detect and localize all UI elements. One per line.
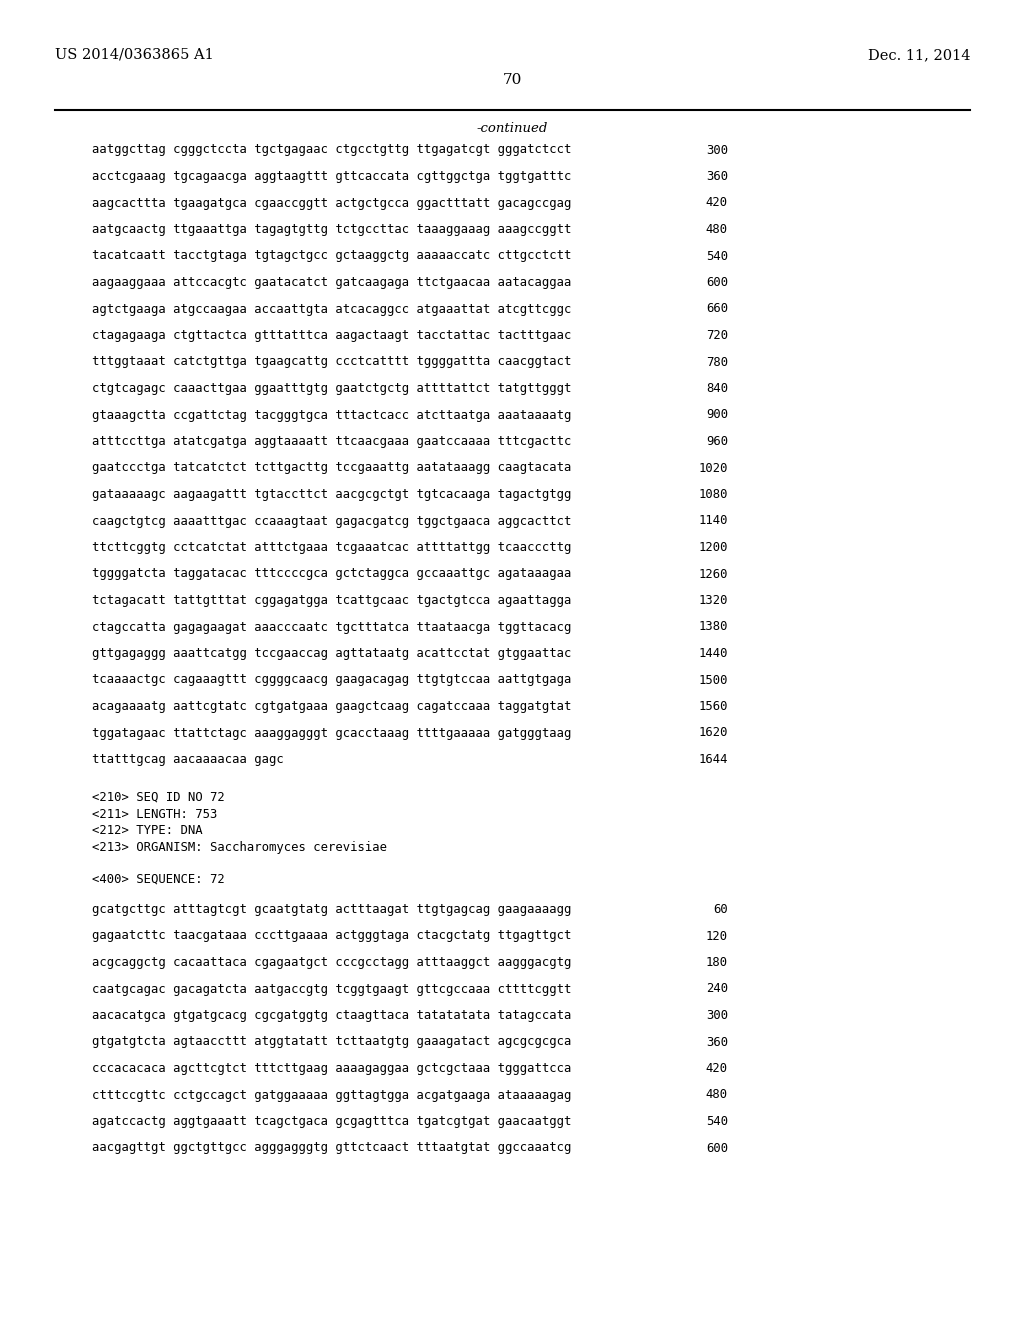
Text: aagcacttta tgaagatgca cgaaccggtt actgctgcca ggactttatt gacagccgag: aagcacttta tgaagatgca cgaaccggtt actgctg… [92,197,571,210]
Text: 1380: 1380 [698,620,728,634]
Text: 480: 480 [706,223,728,236]
Text: Dec. 11, 2014: Dec. 11, 2014 [867,48,970,62]
Text: 960: 960 [706,436,728,447]
Text: gataaaaagc aagaagattt tgtaccttct aacgcgctgt tgtcacaaga tagactgtgg: gataaaaagc aagaagattt tgtaccttct aacgcgc… [92,488,571,502]
Text: 600: 600 [706,276,728,289]
Text: tctagacatt tattgtttat cggagatgga tcattgcaac tgactgtcca agaattagga: tctagacatt tattgtttat cggagatgga tcattgc… [92,594,571,607]
Text: cccacacaca agcttcgtct tttcttgaag aaaagaggaa gctcgctaaa tgggattcca: cccacacaca agcttcgtct tttcttgaag aaaagag… [92,1063,571,1074]
Text: ctagccatta gagagaagat aaacccaatc tgctttatca ttaataacga tggttacacg: ctagccatta gagagaagat aaacccaatc tgcttta… [92,620,571,634]
Text: ctttccgttc cctgccagct gatggaaaaa ggttagtgga acgatgaaga ataaaaagag: ctttccgttc cctgccagct gatggaaaaa ggttagt… [92,1089,571,1101]
Text: 180: 180 [706,956,728,969]
Text: tggggatcta taggatacac tttccccgca gctctaggca gccaaattgc agataaagaa: tggggatcta taggatacac tttccccgca gctctag… [92,568,571,581]
Text: 600: 600 [706,1142,728,1155]
Text: 420: 420 [706,1063,728,1074]
Text: caatgcagac gacagatcta aatgaccgtg tcggtgaagt gttcgccaaa cttttcggtt: caatgcagac gacagatcta aatgaccgtg tcggtga… [92,982,571,995]
Text: aagaaggaaa attccacgtc gaatacatct gatcaagaga ttctgaacaa aatacaggaa: aagaaggaaa attccacgtc gaatacatct gatcaag… [92,276,571,289]
Text: tttggtaaat catctgttga tgaagcattg ccctcatttt tggggattta caacggtact: tttggtaaat catctgttga tgaagcattg ccctcat… [92,355,571,368]
Text: 660: 660 [706,302,728,315]
Text: atttccttga atatcgatga aggtaaaatt ttcaacgaaa gaatccaaaa tttcgacttc: atttccttga atatcgatga aggtaaaatt ttcaacg… [92,436,571,447]
Text: 1260: 1260 [698,568,728,581]
Text: acagaaaatg aattcgtatc cgtgatgaaa gaagctcaag cagatccaaa taggatgtat: acagaaaatg aattcgtatc cgtgatgaaa gaagctc… [92,700,571,713]
Text: aacacatgca gtgatgcacg cgcgatggtg ctaagttaca tatatatata tatagccata: aacacatgca gtgatgcacg cgcgatggtg ctaagtt… [92,1008,571,1022]
Text: <211> LENGTH: 753: <211> LENGTH: 753 [92,808,217,821]
Text: <210> SEQ ID NO 72: <210> SEQ ID NO 72 [92,791,224,804]
Text: 1320: 1320 [698,594,728,607]
Text: gtgatgtcta agtaaccttt atggtatatt tcttaatgtg gaaagatact agcgcgcgca: gtgatgtcta agtaaccttt atggtatatt tcttaat… [92,1035,571,1048]
Text: 900: 900 [706,408,728,421]
Text: 240: 240 [706,982,728,995]
Text: 360: 360 [706,170,728,183]
Text: 1080: 1080 [698,488,728,502]
Text: <213> ORGANISM: Saccharomyces cerevisiae: <213> ORGANISM: Saccharomyces cerevisiae [92,841,387,854]
Text: 60: 60 [714,903,728,916]
Text: ctgtcagagc caaacttgaa ggaatttgtg gaatctgctg attttattct tatgttgggt: ctgtcagagc caaacttgaa ggaatttgtg gaatctg… [92,381,571,395]
Text: gtaaagctta ccgattctag tacgggtgca tttactcacc atcttaatga aaataaaatg: gtaaagctta ccgattctag tacgggtgca tttactc… [92,408,571,421]
Text: 540: 540 [706,249,728,263]
Text: 540: 540 [706,1115,728,1129]
Text: ctagagaaga ctgttactca gtttatttca aagactaagt tacctattac tactttgaac: ctagagaaga ctgttactca gtttatttca aagacta… [92,329,571,342]
Text: agatccactg aggtgaaatt tcagctgaca gcgagtttca tgatcgtgat gaacaatggt: agatccactg aggtgaaatt tcagctgaca gcgagtt… [92,1115,571,1129]
Text: acctcgaaag tgcagaacga aggtaagttt gttcaccata cgttggctga tggtgatttc: acctcgaaag tgcagaacga aggtaagttt gttcacc… [92,170,571,183]
Text: ttcttcggtg cctcatctat atttctgaaa tcgaaatcac attttattgg tcaacccttg: ttcttcggtg cctcatctat atttctgaaa tcgaaat… [92,541,571,554]
Text: 1140: 1140 [698,515,728,528]
Text: tggatagaac ttattctagc aaaggagggt gcacctaaag ttttgaaaaa gatgggtaag: tggatagaac ttattctagc aaaggagggt gcaccta… [92,726,571,739]
Text: tacatcaatt tacctgtaga tgtagctgcc gctaaggctg aaaaaccatc cttgcctctt: tacatcaatt tacctgtaga tgtagctgcc gctaagg… [92,249,571,263]
Text: 1020: 1020 [698,462,728,474]
Text: 120: 120 [706,929,728,942]
Text: aatgcaactg ttgaaattga tagagtgttg tctgccttac taaaggaaag aaagccggtt: aatgcaactg ttgaaattga tagagtgttg tctgcct… [92,223,571,236]
Text: aacgagttgt ggctgttgcc agggagggtg gttctcaact tttaatgtat ggccaaatcg: aacgagttgt ggctgttgcc agggagggtg gttctca… [92,1142,571,1155]
Text: gcatgcttgc atttagtcgt gcaatgtatg actttaagat ttgtgagcag gaagaaaagg: gcatgcttgc atttagtcgt gcaatgtatg actttaa… [92,903,571,916]
Text: 840: 840 [706,381,728,395]
Text: 1620: 1620 [698,726,728,739]
Text: aatggcttag cgggctccta tgctgagaac ctgcctgttg ttgagatcgt gggatctcct: aatggcttag cgggctccta tgctgagaac ctgcctg… [92,144,571,157]
Text: US 2014/0363865 A1: US 2014/0363865 A1 [55,48,214,62]
Text: 720: 720 [706,329,728,342]
Text: 1200: 1200 [698,541,728,554]
Text: caagctgtcg aaaatttgac ccaaagtaat gagacgatcg tggctgaaca aggcacttct: caagctgtcg aaaatttgac ccaaagtaat gagacga… [92,515,571,528]
Text: 1440: 1440 [698,647,728,660]
Text: 1500: 1500 [698,673,728,686]
Text: 300: 300 [706,1008,728,1022]
Text: <212> TYPE: DNA: <212> TYPE: DNA [92,824,203,837]
Text: acgcaggctg cacaattaca cgagaatgct cccgcctagg atttaaggct aagggacgtg: acgcaggctg cacaattaca cgagaatgct cccgcct… [92,956,571,969]
Text: 780: 780 [706,355,728,368]
Text: 360: 360 [706,1035,728,1048]
Text: 480: 480 [706,1089,728,1101]
Text: 70: 70 [503,73,521,87]
Text: ttatttgcag aacaaaacaa gagc: ttatttgcag aacaaaacaa gagc [92,752,284,766]
Text: gagaatcttc taacgataaa cccttgaaaa actgggtaga ctacgctatg ttgagttgct: gagaatcttc taacgataaa cccttgaaaa actgggt… [92,929,571,942]
Text: -continued: -continued [476,121,548,135]
Text: 420: 420 [706,197,728,210]
Text: tcaaaactgc cagaaagttt cggggcaacg gaagacagag ttgtgtccaa aattgtgaga: tcaaaactgc cagaaagttt cggggcaacg gaagaca… [92,673,571,686]
Text: gttgagaggg aaattcatgg tccgaaccag agttataatg acattcctat gtggaattac: gttgagaggg aaattcatgg tccgaaccag agttata… [92,647,571,660]
Text: 1644: 1644 [698,752,728,766]
Text: 1560: 1560 [698,700,728,713]
Text: agtctgaaga atgccaagaa accaattgta atcacaggcc atgaaattat atcgttcggc: agtctgaaga atgccaagaa accaattgta atcacag… [92,302,571,315]
Text: 300: 300 [706,144,728,157]
Text: gaatccctga tatcatctct tcttgacttg tccgaaattg aatataaagg caagtacata: gaatccctga tatcatctct tcttgacttg tccgaaa… [92,462,571,474]
Text: <400> SEQUENCE: 72: <400> SEQUENCE: 72 [92,873,224,886]
